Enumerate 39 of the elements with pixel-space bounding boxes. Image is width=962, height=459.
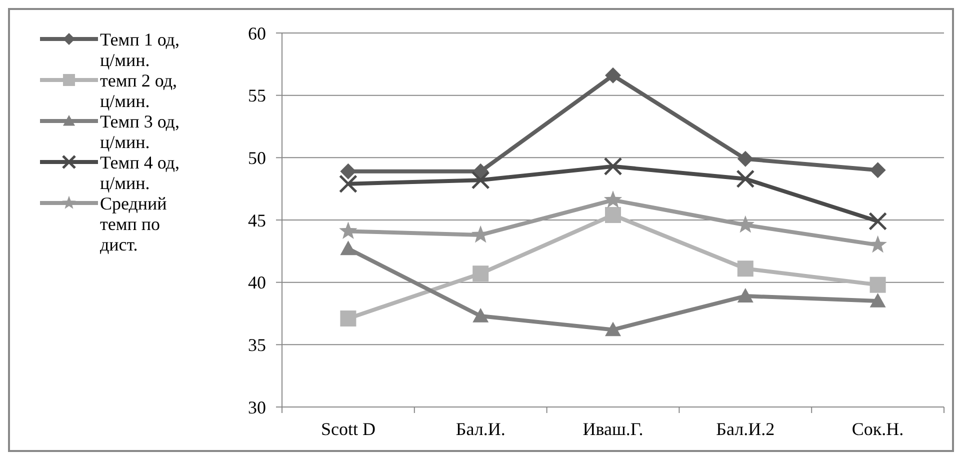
point	[870, 162, 886, 178]
x-tick-label: Бал.И.	[456, 419, 506, 439]
point	[604, 190, 622, 208]
point	[605, 207, 621, 224]
x-tick-label: Бал.И.2	[716, 419, 775, 439]
point	[472, 308, 489, 322]
legend-label: Темп 1 од, ц/мин.	[100, 29, 180, 70]
y-tick-label: 55	[248, 86, 266, 106]
point	[340, 163, 356, 180]
x-tick-label: Scott D	[320, 419, 376, 439]
legend-label: Темп 4 од, ц/мин.	[100, 152, 180, 193]
point	[471, 170, 490, 190]
point	[737, 150, 754, 167]
y-tick-label: 35	[248, 334, 266, 355]
point	[870, 293, 886, 308]
y-tick-label: 30	[248, 397, 266, 418]
legend-label: Средний темп по дист.	[100, 193, 168, 254]
point	[604, 157, 622, 176]
y-tick-label: 60	[248, 23, 266, 44]
point	[338, 174, 358, 194]
point	[868, 212, 888, 230]
legend-label: темп 2 од, ц/мин.	[100, 70, 178, 111]
point	[472, 266, 489, 282]
point	[868, 235, 887, 253]
x-tick-label: Иваш.Г.	[582, 419, 644, 439]
legend-label: Темп 3 од, ц/мин.	[100, 111, 180, 152]
point	[737, 288, 754, 302]
x-tick-label: Сок.Н.	[852, 419, 904, 439]
point	[736, 170, 755, 188]
point	[340, 310, 356, 326]
point	[605, 322, 621, 336]
point	[339, 222, 358, 239]
point	[870, 276, 886, 293]
y-tick-label: 50	[248, 148, 266, 168]
point	[605, 67, 621, 84]
y-tick-label: 45	[248, 210, 266, 230]
point	[340, 240, 356, 256]
point	[737, 260, 754, 277]
y-tick-label: 40	[248, 272, 266, 293]
